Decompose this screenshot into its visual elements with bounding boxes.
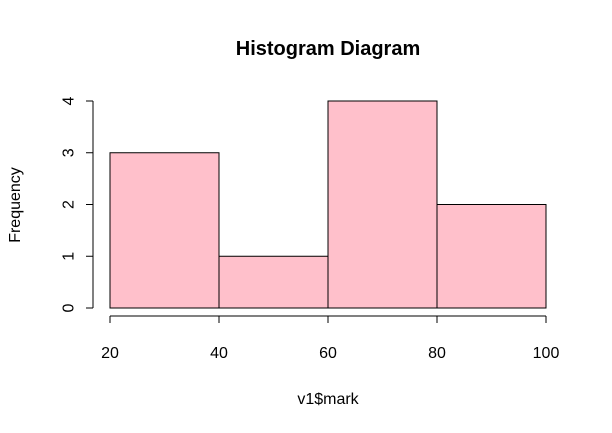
x-tick-label-1: 40	[210, 345, 228, 362]
x-tick-label-0: 20	[101, 345, 119, 362]
y-tick-label-4: 4	[61, 96, 78, 105]
y-tick-label-1: 1	[61, 252, 78, 261]
histogram-bar-0	[109, 152, 220, 309]
y-axis: 0 1 2 3 4	[61, 96, 94, 312]
bars-group	[109, 100, 547, 309]
histogram-bar-3	[436, 204, 547, 309]
y-tick-label-2: 2	[61, 200, 78, 209]
y-axis-label: Frequency	[7, 167, 24, 243]
histogram-bar-2	[327, 100, 438, 309]
x-tick-label-2: 60	[319, 345, 337, 362]
x-axis: 20 40 60 80 100	[101, 315, 560, 362]
histogram-bar-1	[218, 255, 329, 309]
x-tick-label-4: 100	[533, 345, 560, 362]
y-tick-label-3: 3	[61, 148, 78, 157]
x-tick-label-3: 80	[428, 345, 446, 362]
y-tick-label-0: 0	[61, 303, 78, 312]
x-axis-label: v1$mark	[297, 391, 359, 408]
chart-title: Histogram Diagram	[236, 38, 421, 60]
